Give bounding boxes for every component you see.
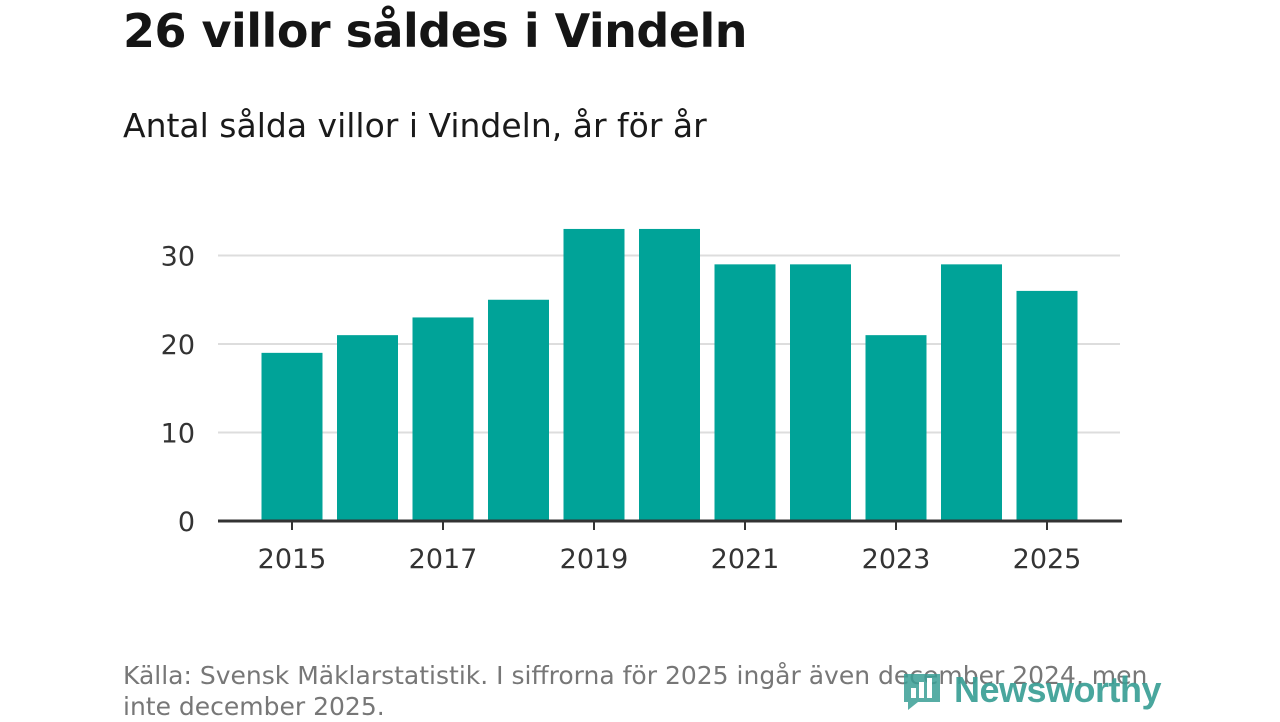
source-note: Källa: Svensk Mäklarstatistik. I siffror… — [123, 661, 1148, 721]
y-tick-label: 20 — [161, 330, 195, 361]
bar-chart: 0 10 20 30 2015 2017 2019 2021 2023 2025 — [161, 228, 1122, 575]
x-tick-label: 2019 — [560, 544, 629, 575]
y-tick-label: 0 — [178, 507, 195, 538]
x-tick-label: 2021 — [711, 544, 780, 575]
bar-2023 — [865, 335, 927, 521]
x-tick-label: 2015 — [258, 544, 327, 575]
newsworthy-logo-text: Newsworthy — [954, 669, 1162, 710]
newsworthy-logo-icon — [904, 674, 940, 710]
x-tick-label: 2025 — [1013, 544, 1082, 575]
bar-2024 — [941, 264, 1002, 521]
bar-2018 — [488, 299, 549, 521]
newsworthy-logo: Newsworthy — [900, 668, 1162, 712]
bar-2019 — [563, 228, 625, 521]
bar-2022 — [790, 264, 851, 521]
bar-2020 — [639, 228, 700, 521]
chart-subtitle: Antal sålda villor i Vindeln, år för år — [123, 106, 707, 145]
y-tick-label: 30 — [161, 242, 195, 273]
bar-2015 — [261, 352, 323, 521]
bar-2016 — [337, 335, 398, 521]
y-tick-label: 10 — [161, 419, 195, 450]
bar-2025 — [1016, 290, 1078, 521]
chart-title: 26 villor såldes i Vindeln — [123, 4, 748, 58]
bar-2017 — [412, 317, 474, 521]
x-tick-label: 2023 — [862, 544, 931, 575]
bar-2021 — [714, 264, 776, 521]
x-tick-label: 2017 — [409, 544, 478, 575]
